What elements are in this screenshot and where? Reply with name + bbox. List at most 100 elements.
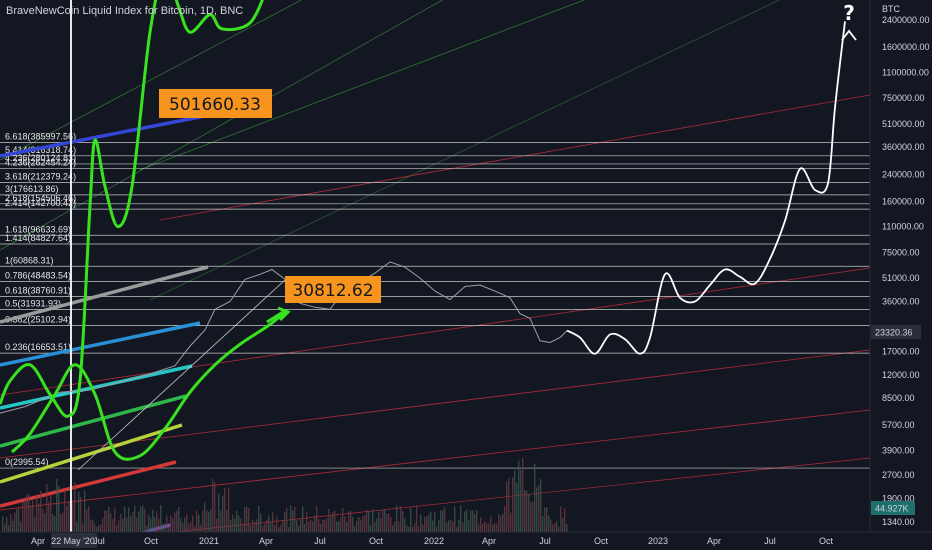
red-channel-line[interactable]	[0, 267, 871, 396]
fan-line-yellow[interactable]	[0, 423, 183, 484]
volume-bar	[328, 509, 330, 532]
callout-501660-text: 501660.33	[169, 95, 261, 115]
volume-bar	[504, 506, 506, 532]
volume-bar	[20, 521, 22, 532]
volume-bar	[354, 525, 356, 532]
volume-bar	[128, 507, 130, 532]
price-axis[interactable]	[870, 0, 932, 532]
volume-bar	[550, 519, 552, 532]
fib-level-label: 2.618(154506.46)	[5, 193, 76, 203]
volume-bar	[276, 516, 278, 532]
volume-bar	[302, 506, 304, 532]
fan-line-lightblue[interactable]	[0, 321, 201, 367]
volume-bar	[334, 510, 336, 532]
price-tick-label: 17000.00	[882, 347, 920, 357]
fib-level-label: 1.414(84827.64)	[5, 233, 71, 243]
fan-line-green[interactable]	[0, 394, 187, 448]
volume-bar	[192, 515, 194, 532]
price-axis-ticks: 2400000.00 1600000.00 1100000.00 750000.00 5…	[882, 15, 930, 527]
volume-bar	[470, 510, 472, 532]
date-marker-badge	[51, 533, 97, 548]
volume-bar	[502, 513, 504, 532]
volume-bar	[154, 517, 156, 532]
volume-bar	[182, 523, 184, 532]
volume-bar	[382, 509, 384, 532]
green-channel-line[interactable]	[149, 0, 800, 301]
forecast-white-line[interactable]	[566, 21, 846, 355]
volume-bar	[338, 521, 340, 532]
volume-bar	[96, 526, 98, 532]
volume-bar	[360, 519, 362, 532]
volume-bar	[102, 517, 104, 532]
volume-bar	[364, 514, 366, 532]
trend-channels	[0, 0, 871, 541]
volume-bar	[8, 525, 10, 532]
volume-bar	[384, 509, 386, 532]
callout-501660[interactable]: 501660.33	[159, 89, 272, 118]
volume-bar	[524, 489, 526, 532]
volume-bar	[292, 510, 294, 532]
current-price-badge[interactable]: 23320.36	[871, 325, 921, 339]
volume-bar	[494, 523, 496, 532]
volume-bar	[190, 521, 192, 532]
volume-bar	[282, 520, 284, 532]
time-axis[interactable]	[0, 532, 932, 550]
volume-bar	[566, 523, 568, 532]
callout-30812[interactable]: 30812.62	[285, 276, 381, 303]
volume-bar	[422, 524, 424, 532]
volume-bar	[60, 514, 62, 532]
fib-level-label: 6.618(385997.56)	[5, 131, 76, 141]
volume-bar	[536, 487, 538, 532]
volume-bar	[392, 525, 394, 532]
volume-bar	[314, 515, 316, 532]
green-arrow-icon	[266, 306, 291, 324]
volume-bar	[564, 507, 566, 532]
price-axis-unit: BTC	[882, 4, 901, 14]
volume-bar	[112, 519, 114, 532]
volume-badge[interactable]: 44.927K	[871, 501, 915, 515]
green-channel-line[interactable]	[139, 0, 610, 171]
price-tick-label: 510000.00	[882, 119, 925, 129]
red-channel-line[interactable]	[0, 349, 871, 459]
volume-bar	[400, 506, 402, 532]
volume-bar	[308, 521, 310, 532]
time-tick-label: Apr	[707, 536, 721, 546]
green-channel-line[interactable]	[0, 0, 460, 251]
volume-bar	[90, 519, 92, 532]
forecast-green-line[interactable]	[10, 310, 286, 461]
volume-bar	[458, 520, 460, 532]
volume-bar	[542, 515, 544, 532]
fan-line-teal[interactable]	[0, 364, 193, 410]
volume-bar	[428, 514, 430, 532]
volume-bar	[520, 470, 522, 532]
volume-bar	[58, 485, 60, 532]
thin-trend-line[interactable]	[77, 279, 286, 471]
price-tick-label: 12000.00	[882, 370, 920, 380]
fan-line-grey[interactable]	[0, 265, 209, 324]
fan-line-blue[interactable]	[0, 114, 206, 158]
fib-level-label: 3(176613.86)	[5, 184, 59, 194]
volume-bar	[84, 490, 86, 532]
volume-bar	[120, 513, 122, 532]
plot-area[interactable]	[0, 0, 870, 550]
volume-bar	[506, 481, 508, 532]
volume-bar	[206, 510, 208, 532]
volume-bar	[10, 514, 12, 532]
time-tick-label: Jul	[93, 536, 105, 546]
current-price-text: 23320.36	[875, 328, 913, 338]
red-channel-line[interactable]	[159, 94, 871, 221]
red-channel-line[interactable]	[0, 409, 871, 511]
volume-bar	[144, 508, 146, 532]
fib-level-label: 0.618(38760.91)	[5, 286, 71, 296]
volume-bar	[516, 482, 518, 532]
green-channel-line[interactable]	[0, 0, 320, 161]
time-tick-label: Oct	[369, 536, 384, 546]
volume-bar	[82, 523, 84, 532]
volume-bar	[556, 521, 558, 532]
volume-bar	[26, 494, 28, 532]
volume-bar	[114, 507, 116, 532]
volume-bar	[162, 523, 164, 532]
volume-bar	[2, 516, 4, 532]
volume-bar	[336, 521, 338, 532]
